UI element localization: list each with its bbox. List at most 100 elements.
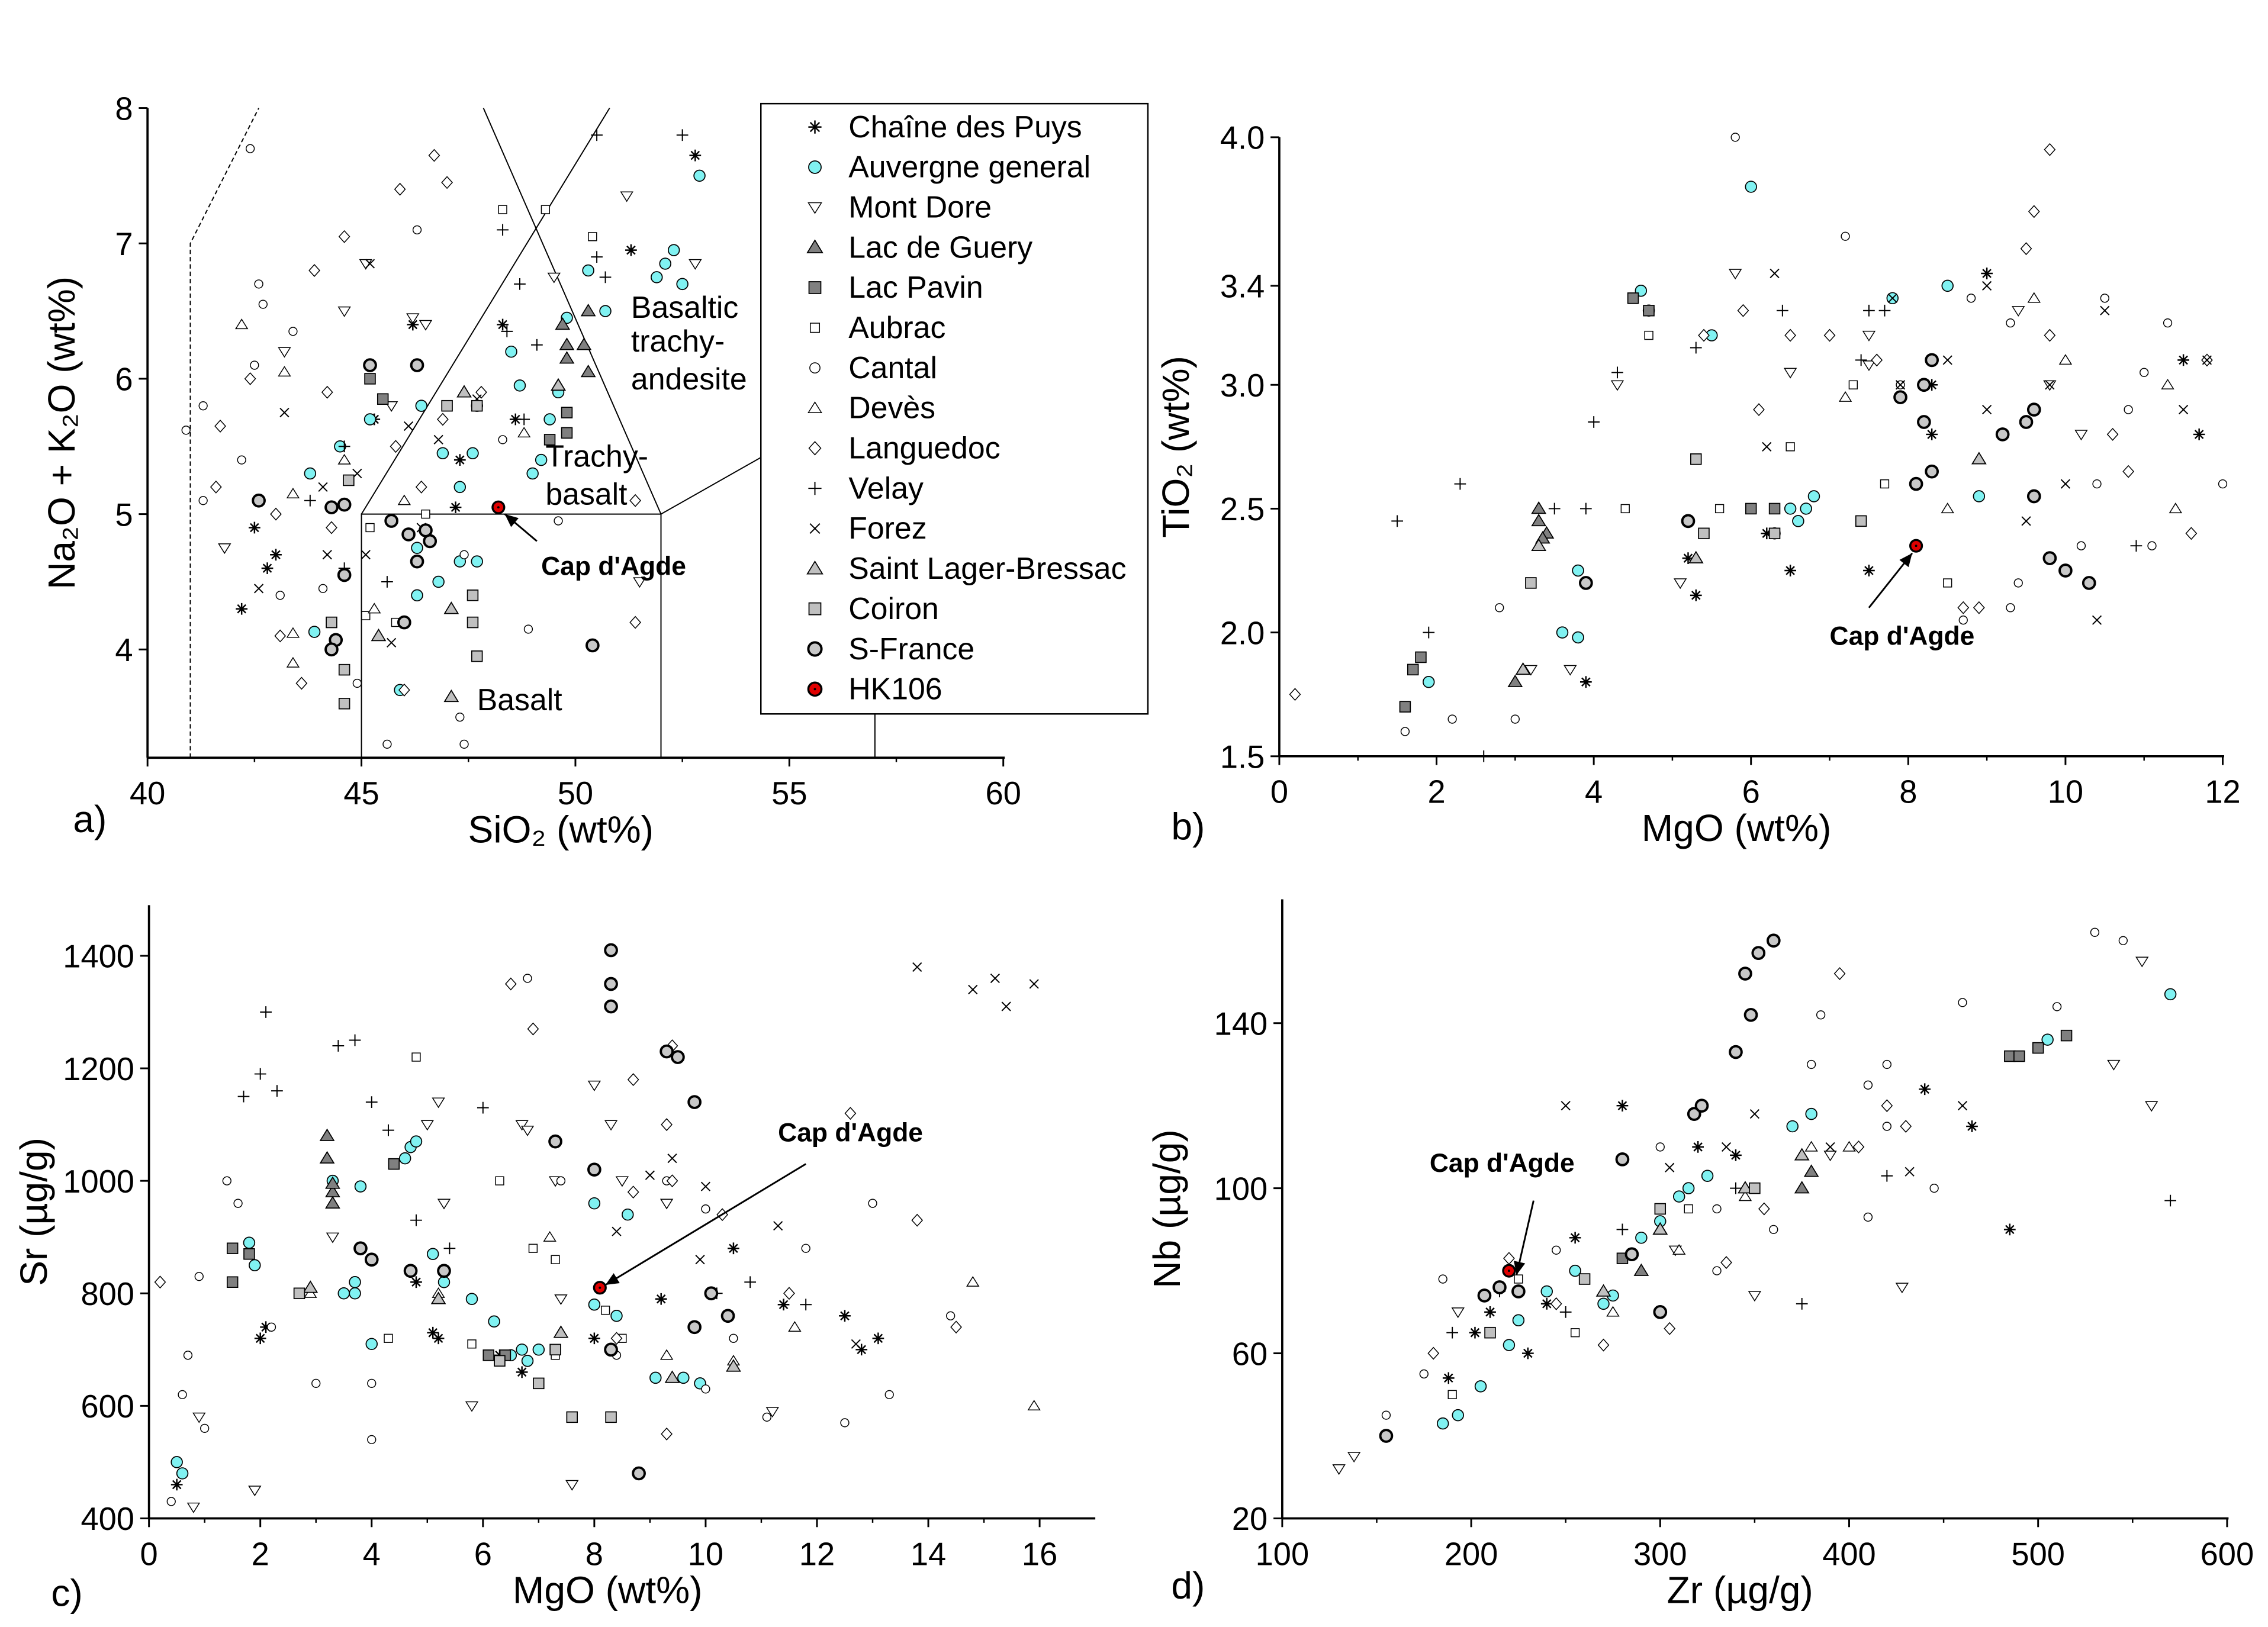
point-cantal: [1712, 1204, 1722, 1214]
legend-label: Coiron: [848, 591, 939, 626]
point-mont-dore: [406, 313, 420, 324]
point-s-france: [587, 1162, 601, 1177]
point-aubrac: [411, 1052, 421, 1062]
point-velay: [497, 224, 509, 236]
point-auvergne-general: [1786, 1120, 1799, 1133]
x-tick-label: 12: [799, 1536, 835, 1572]
series-cantal: [1400, 133, 2228, 736]
point-mont-dore: [1524, 665, 1538, 676]
legend-symbol-s-france-icon: [807, 641, 823, 657]
point-languedoc: [428, 149, 440, 162]
legend-item-mont-dore: Mont Dore: [808, 190, 992, 224]
point-auvergne-general: [465, 1293, 478, 1306]
point-velay: [254, 1068, 266, 1080]
point-cantal: [2090, 927, 2100, 937]
point-forez: [322, 550, 332, 560]
point-lac-de-guery: [319, 1128, 335, 1141]
series-lac-de-guery: [1507, 501, 1555, 688]
point-coiron: [293, 1287, 305, 1300]
point-languedoc: [1737, 304, 1749, 317]
point-forez: [773, 1221, 783, 1231]
point-languedoc: [1720, 1256, 1732, 1270]
point-auvergne-general: [453, 481, 467, 494]
y-tick-label: 60: [1232, 1336, 1267, 1372]
point-auvergne-general: [349, 1276, 361, 1288]
series-hk106: [593, 1281, 607, 1295]
point-auvergne-general: [649, 1371, 662, 1384]
point-chaine-des-puys: [1521, 1347, 1534, 1359]
point-languedoc: [1753, 403, 1765, 417]
point-velay: [1611, 366, 1623, 379]
point-velay: [1559, 1306, 1572, 1318]
point-lac-pavin: [1745, 502, 1757, 515]
point-auvergne-general: [588, 1197, 601, 1210]
point-mont-dore: [660, 1198, 674, 1210]
point-languedoc: [2020, 242, 2032, 256]
point-cantal: [1958, 616, 1968, 625]
annotation-cap-dagde: Cap d'Agde: [1430, 1149, 1575, 1275]
point-auvergne-general: [582, 264, 594, 277]
point-velay: [1730, 1182, 1742, 1194]
point-mont-dore: [248, 1486, 262, 1497]
series-chaine-des-puys: [236, 149, 702, 615]
legend-label: Chaîne des Puys: [848, 109, 1082, 144]
point-chaine-des-puys: [261, 562, 274, 574]
point-lac-pavin: [226, 1242, 239, 1254]
point-s-france: [1766, 933, 1781, 948]
point-saint-lager-bressac: [456, 385, 472, 398]
point-velay: [338, 440, 350, 453]
point-mont-dore: [2012, 306, 2025, 317]
point-cantal: [1769, 1225, 1778, 1235]
point-lac-de-guery: [559, 337, 575, 350]
legend-label: Devès: [848, 391, 935, 425]
point-saint-lager-bressac: [443, 689, 459, 703]
point-saint-lager-bressac: [1531, 538, 1547, 551]
point-chaine-des-puys: [1469, 1326, 1481, 1339]
point-chaine-des-puys: [855, 1344, 868, 1356]
point-s-france: [1909, 476, 1923, 491]
point-auvergne-general: [599, 305, 612, 317]
point-mont-dore: [520, 1125, 535, 1136]
point-s-france: [604, 1342, 618, 1357]
point-cantal: [200, 1423, 210, 1433]
point-coiron: [1484, 1326, 1496, 1339]
point-saint-lager-bressac: [1738, 1181, 1753, 1194]
point-forez: [2060, 479, 2070, 489]
point-mont-dore: [192, 1412, 206, 1423]
series-chaine-des-puys: [1579, 268, 2205, 688]
point-velay: [1616, 1223, 1629, 1236]
legend-item-lac-de-guery: Lac de Guery: [806, 230, 1032, 264]
point-mont-dore: [689, 259, 702, 270]
point-cantal: [2218, 479, 2228, 489]
y-tick-label: 2.0: [1220, 616, 1265, 651]
series-chaine-des-puys: [170, 1242, 884, 1491]
point-cantal: [459, 739, 469, 749]
point-s-france: [604, 977, 618, 991]
point-forez: [695, 1255, 705, 1265]
x-tick-label: 2: [1427, 775, 1445, 810]
point-lac-pavin: [243, 1248, 255, 1260]
point-cantal: [183, 1351, 193, 1360]
legend-label: S-France: [848, 632, 974, 666]
point-forez: [1029, 979, 1039, 989]
point-velay: [591, 251, 603, 263]
point-languedoc: [1698, 328, 1710, 342]
point-s-france: [2026, 489, 2041, 504]
point-mont-dore: [326, 1232, 340, 1243]
point-s-france: [1738, 966, 1752, 981]
point-auvergne-general: [471, 555, 483, 568]
point-s-france: [687, 1320, 702, 1335]
point-aubrac: [1943, 578, 1952, 588]
point-forez: [1982, 281, 1992, 291]
point-cantal: [1400, 727, 1410, 736]
x-tick-label: 4: [363, 1536, 381, 1572]
panel-label: a): [73, 798, 107, 840]
point-languedoc: [2185, 527, 2198, 540]
y-tick-label: 400: [81, 1502, 134, 1537]
point-mont-dore: [420, 1120, 434, 1131]
point-aubrac: [361, 611, 371, 620]
point-forez: [433, 434, 443, 444]
legend-label: Lac de Guery: [848, 230, 1032, 264]
point-cantal: [1929, 1183, 1939, 1193]
